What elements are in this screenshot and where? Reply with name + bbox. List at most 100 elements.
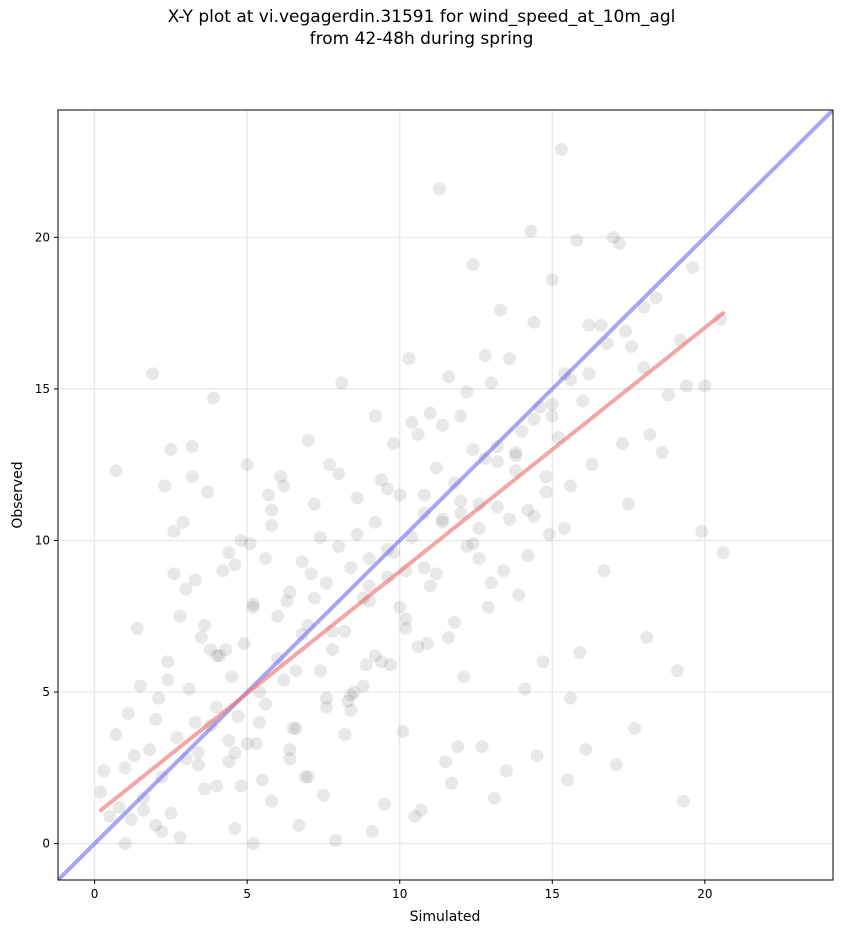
- x-axis-label: Simulated: [410, 909, 481, 925]
- data-point: [161, 655, 175, 669]
- data-point: [207, 391, 221, 405]
- data-point: [454, 409, 468, 423]
- data-point: [619, 324, 633, 338]
- data-point: [307, 591, 321, 605]
- data-point: [146, 367, 160, 381]
- data-point: [164, 806, 178, 820]
- data-point: [350, 527, 364, 541]
- data-point: [231, 709, 245, 723]
- data-point: [490, 439, 504, 453]
- data-point: [167, 567, 181, 581]
- x-tick-label: 10: [392, 887, 407, 901]
- data-point: [222, 734, 236, 748]
- data-point: [188, 715, 202, 729]
- data-point: [197, 782, 211, 796]
- data-point: [615, 436, 629, 450]
- data-point: [136, 791, 150, 805]
- data-point: [329, 834, 343, 848]
- data-point: [377, 797, 391, 811]
- data-point: [423, 579, 437, 593]
- data-point: [164, 443, 178, 457]
- data-point: [417, 488, 431, 502]
- data-point: [295, 627, 309, 641]
- data-point: [201, 485, 215, 499]
- data-point: [521, 549, 535, 563]
- data-point: [625, 339, 639, 353]
- grid-lines: [58, 110, 833, 880]
- data-point: [280, 594, 294, 608]
- data-point: [542, 527, 556, 541]
- data-point: [503, 512, 517, 526]
- data-point: [344, 688, 358, 702]
- data-point: [246, 597, 260, 611]
- data-point: [445, 776, 459, 790]
- data-point: [249, 737, 263, 751]
- data-point: [225, 670, 239, 684]
- data-point: [265, 503, 279, 517]
- data-point: [411, 640, 425, 654]
- data-point: [332, 540, 346, 554]
- data-point: [362, 552, 376, 566]
- data-point: [466, 443, 480, 457]
- data-point: [246, 837, 260, 851]
- data-point: [649, 291, 663, 305]
- data-point: [304, 567, 318, 581]
- data-point: [130, 621, 144, 635]
- data-point: [374, 473, 388, 487]
- data-point: [609, 758, 623, 772]
- data-point: [399, 621, 413, 635]
- data-point: [191, 758, 205, 772]
- y-tick-label: 15: [35, 382, 50, 396]
- data-point: [94, 785, 108, 799]
- data-point: [219, 643, 233, 657]
- data-point: [286, 721, 300, 735]
- y-tick-label: 0: [42, 837, 50, 851]
- data-point: [210, 649, 224, 663]
- data-point: [133, 679, 147, 693]
- data-point: [539, 485, 553, 499]
- data-point: [307, 497, 321, 511]
- data-point: [210, 779, 224, 793]
- x-tick-label: 20: [697, 887, 712, 901]
- data-point: [490, 500, 504, 514]
- data-point: [579, 743, 593, 757]
- data-point: [521, 503, 535, 517]
- data-point: [622, 497, 636, 511]
- data-point: [170, 731, 184, 745]
- data-point: [243, 537, 257, 551]
- data-point: [536, 655, 550, 669]
- y-tick-label: 5: [42, 685, 50, 699]
- data-point: [435, 512, 449, 526]
- data-point: [564, 479, 578, 493]
- data-point: [112, 800, 126, 814]
- data-point: [472, 521, 486, 535]
- data-point: [149, 712, 163, 726]
- data-points: [94, 142, 730, 851]
- data-point: [527, 315, 541, 329]
- data-point: [393, 600, 407, 614]
- data-point: [194, 630, 208, 644]
- data-point: [313, 664, 327, 678]
- data-point: [222, 755, 236, 769]
- data-point: [158, 479, 172, 493]
- data-point: [356, 679, 370, 693]
- data-point: [173, 831, 187, 845]
- data-point: [149, 818, 163, 832]
- data-point: [524, 224, 538, 238]
- data-point: [283, 743, 297, 757]
- data-point: [326, 643, 340, 657]
- data-point: [478, 349, 492, 363]
- data-point: [582, 367, 596, 381]
- data-point: [451, 740, 465, 754]
- data-point: [252, 715, 266, 729]
- data-point: [283, 752, 297, 766]
- data-point: [228, 821, 242, 835]
- data-point: [484, 376, 498, 390]
- data-point: [460, 540, 474, 554]
- data-point: [295, 555, 309, 569]
- data-point: [408, 809, 422, 823]
- data-point: [222, 546, 236, 560]
- data-point: [515, 424, 529, 438]
- data-point: [454, 494, 468, 508]
- regression-line: [98, 311, 726, 813]
